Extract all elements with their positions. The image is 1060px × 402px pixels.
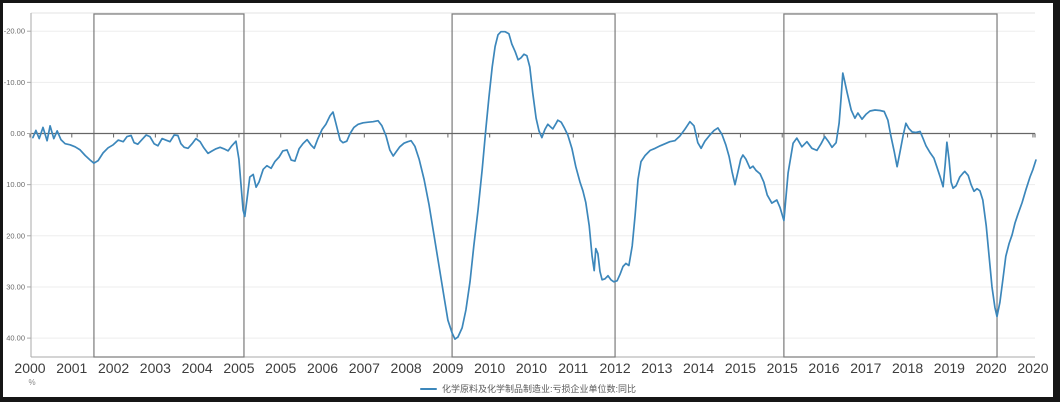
x-tick-label: 2001 <box>56 360 87 376</box>
x-tick-label: 2006 <box>307 360 338 376</box>
y-axis-unit-label: % <box>28 378 35 387</box>
highlight-box <box>93 13 245 358</box>
chart-canvas: -20.00 -10.00 0.00 10.00 20.00 30.00 40.00 2000… <box>3 3 1053 397</box>
x-tick-label: 2002 <box>98 360 129 376</box>
highlight-box <box>451 13 616 358</box>
y-tick-label: 30.00 <box>6 282 25 291</box>
x-tick-label: 2004 <box>182 360 213 376</box>
highlight-box <box>783 13 998 358</box>
x-tick-label: 2007 <box>349 360 380 376</box>
x-tick-label: 2019 <box>934 360 965 376</box>
y-tick-label: 20.00 <box>6 231 25 240</box>
x-tick-label: 2005 <box>265 360 296 376</box>
line-chart: -20.00 -10.00 0.00 10.00 20.00 30.00 40.00 2000… <box>4 12 1049 387</box>
y-tick-label: -20.00 <box>4 27 25 36</box>
y-tick-label: 0.00 <box>10 129 25 138</box>
x-tick-label: 2008 <box>391 360 422 376</box>
x-tick-label: 2017 <box>850 360 881 376</box>
x-tick-label: 2018 <box>892 360 923 376</box>
series-line <box>32 30 1037 340</box>
x-tick-label: 2020 <box>976 360 1007 376</box>
legend[interactable]: 化学原料及化学制品制造业:亏损企业单位数:同比 <box>3 384 1053 394</box>
y-tick-label: -10.00 <box>4 78 25 87</box>
x-tick-label: 2013 <box>641 360 672 376</box>
y-tick-label: 40.00 <box>6 334 25 343</box>
y-tick-label: 10.00 <box>6 180 25 189</box>
x-tick-label: 2005 <box>223 360 254 376</box>
x-tick-label: 2010 <box>516 360 547 376</box>
legend-series-label: 化学原料及化学制品制造业:亏损企业单位数:同比 <box>441 384 636 394</box>
legend-line-marker <box>419 388 437 390</box>
x-tick-label: 2000 <box>14 360 45 376</box>
x-tick-label: 2009 <box>432 360 463 376</box>
x-tick-label: 2015 <box>725 360 756 376</box>
x-tick-label: 2014 <box>683 360 714 376</box>
x-tick-label: 2011 <box>558 360 588 376</box>
x-tick-label: 2020 <box>1017 360 1048 376</box>
x-tick-label: 2015 <box>767 360 798 376</box>
x-tick-label: 2012 <box>599 360 630 376</box>
x-tick-label: 2016 <box>808 360 839 376</box>
x-tick-label: 2003 <box>140 360 171 376</box>
x-tick-label: 2010 <box>474 360 505 376</box>
